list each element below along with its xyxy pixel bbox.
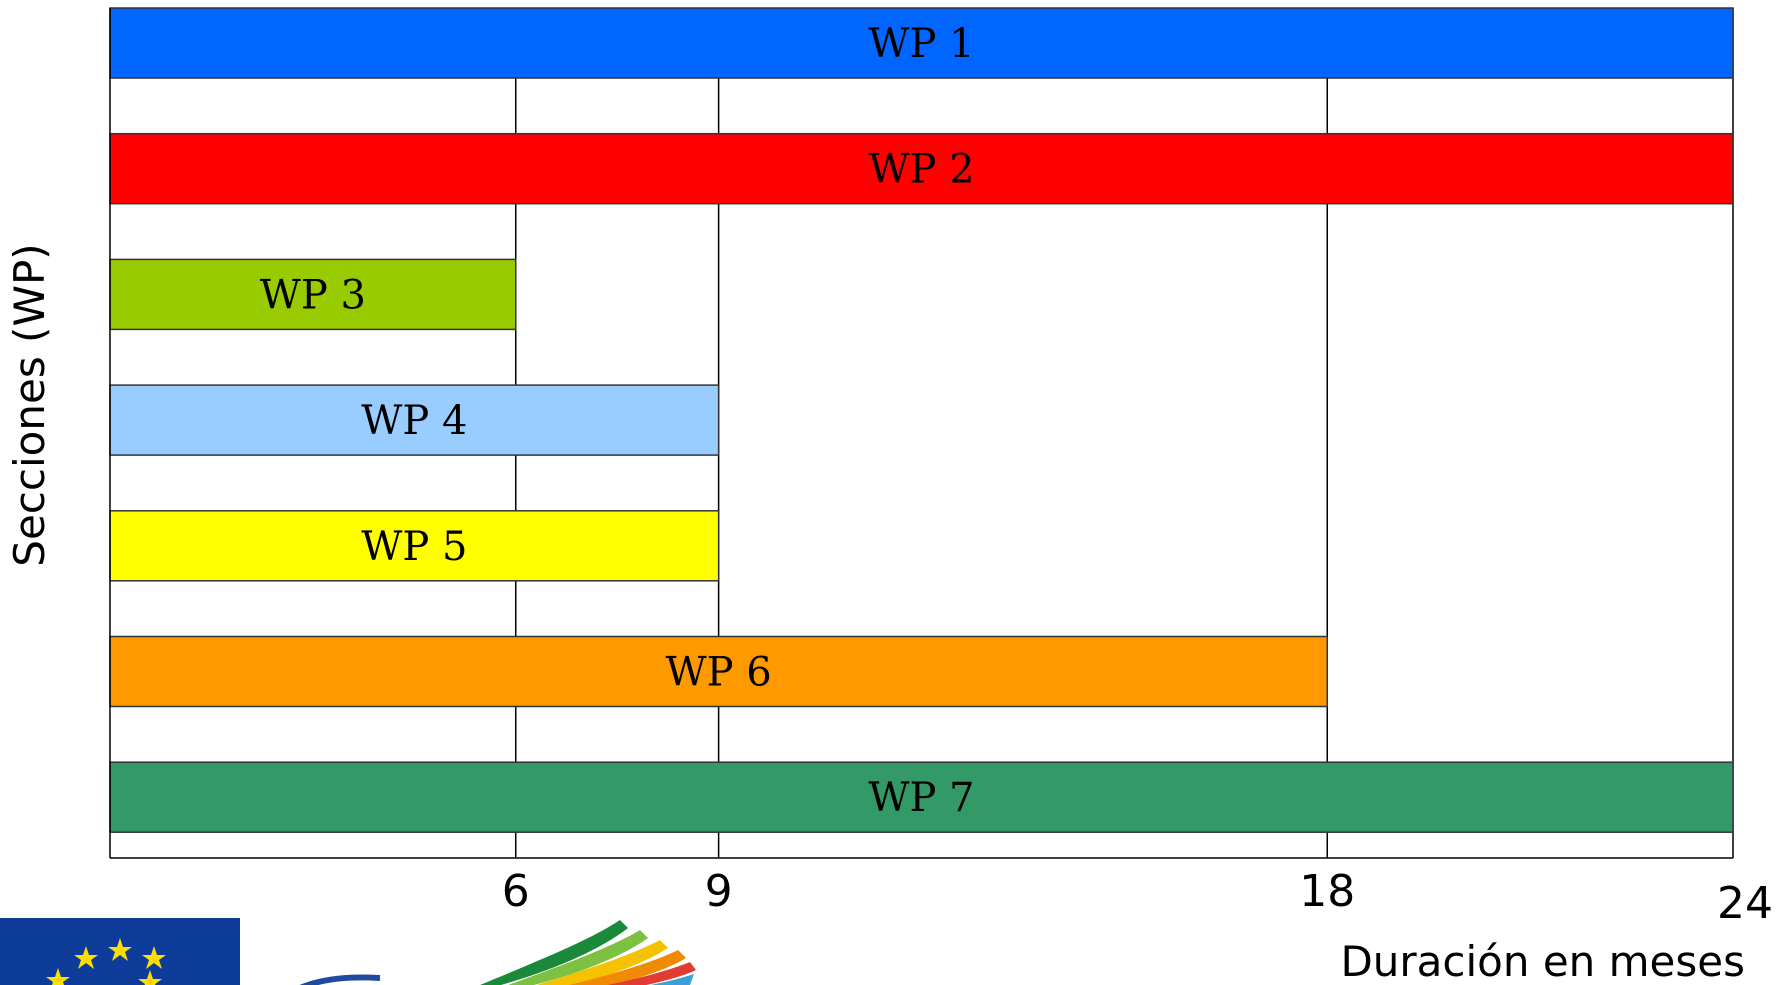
bar-label-4: WP 4 [361, 398, 467, 444]
bar-7 [109, 761, 1734, 833]
program-logo [299, 920, 696, 985]
program-logo-stripe [536, 940, 668, 985]
program-logo-stripe [480, 920, 628, 985]
star-icon [138, 970, 162, 985]
program-logo-stripe [569, 950, 686, 985]
star-icon [74, 946, 98, 969]
star-icon [46, 968, 70, 985]
x-tick-labels: 6 9 18 24 [502, 866, 1773, 929]
bar-2 [109, 132, 1734, 205]
x-axis [109, 8, 1733, 859]
bar-label-3: WP 3 [260, 272, 366, 318]
program-logo-stripe [508, 930, 648, 985]
x-tick-label-24: 24 [1717, 878, 1773, 929]
x-axis-title: Duración en meses [1340, 937, 1745, 985]
x-tick-label-18: 18 [1299, 866, 1355, 917]
program-logo-stripe [607, 962, 696, 985]
program-logo-swoosh [299, 974, 381, 985]
chart-bars: WP 1 WP 2 WP 3 WP 4 WP 5 WP 6 WP 7 [109, 7, 1734, 833]
bar-label-7: WP 7 [868, 775, 974, 821]
bar-label-2: WP 2 [868, 147, 974, 193]
y-axis-title: Secciones (WP) [5, 243, 54, 566]
star-icon [108, 938, 132, 961]
eu-flag-stars [46, 938, 166, 985]
bar-label-5: WP 5 [361, 524, 467, 570]
bar-label-6: WP 6 [666, 650, 772, 696]
bar-3 [109, 258, 517, 331]
x-tick-label-9: 9 [705, 866, 733, 917]
eu-flag-logo [0, 918, 240, 985]
program-logo-stripe [650, 974, 694, 985]
bar-1 [109, 7, 1734, 79]
bar-label-1: WP 1 [868, 21, 974, 67]
star-icon [142, 946, 166, 969]
x-tick-label-6: 6 [502, 866, 530, 917]
